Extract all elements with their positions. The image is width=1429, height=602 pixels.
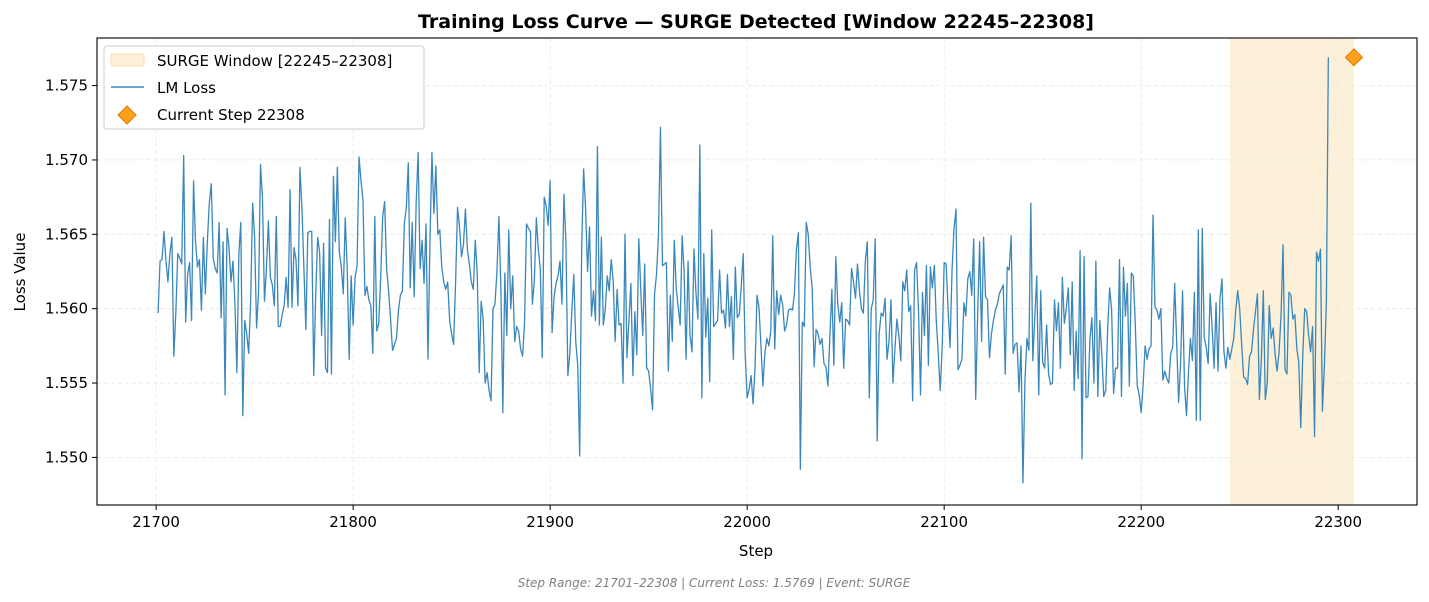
legend: SURGE Window [22245–22308] LM Loss Curre… — [103, 45, 425, 130]
legend-surge-swatch — [110, 53, 145, 67]
legend-loss-label: LM Loss — [157, 79, 216, 97]
plot-frame — [96, 37, 1418, 506]
x-tick-label: 22100 — [920, 513, 968, 531]
y-tick-label: 1.575 — [45, 77, 88, 95]
x-tick-label: 22300 — [1314, 513, 1362, 531]
x-tick-label: 21900 — [526, 513, 574, 531]
chart-title: Training Loss Curve — SURGE Detected [Wi… — [418, 11, 1094, 33]
surge-window-band — [1229, 38, 1354, 505]
y-tick-label: 1.555 — [45, 374, 88, 392]
current-step-marker — [1344, 48, 1364, 67]
legend-current-step-label: Current Step 22308 — [157, 106, 305, 124]
legend-surge-label: SURGE Window [22245–22308] — [157, 52, 392, 70]
tick-layer: 21700 21800 21900 22000 22100 22200 22300 1.550… — [45, 77, 1362, 531]
x-tick-label: 22200 — [1117, 513, 1165, 531]
lm-loss-line — [157, 57, 1329, 484]
x-tick-label: 21700 — [132, 513, 180, 531]
series-layer — [157, 48, 1364, 484]
legend-box — [103, 45, 425, 130]
footer-summary: Step Range: 21701–22308 | Current Loss: … — [518, 576, 911, 590]
y-tick-label: 1.565 — [45, 225, 88, 243]
x-tick-label: 22000 — [723, 513, 771, 531]
y-tick-label: 1.570 — [45, 151, 88, 169]
y-tick-label: 1.560 — [45, 300, 88, 318]
x-tick-label: 21800 — [329, 513, 377, 531]
legend-current-step-marker — [117, 105, 137, 125]
y-axis-label: Loss Value — [11, 233, 29, 312]
x-axis-label: Step — [739, 542, 773, 560]
surge-window-layer — [1229, 38, 1354, 505]
y-tick-label: 1.550 — [45, 448, 88, 466]
